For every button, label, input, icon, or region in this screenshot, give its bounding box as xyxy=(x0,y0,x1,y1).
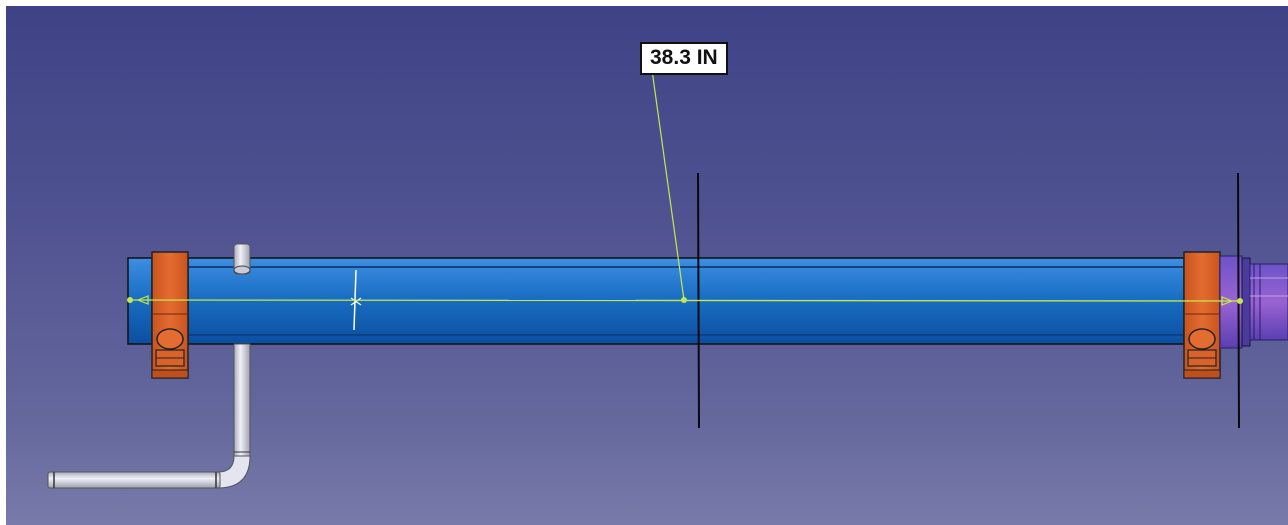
point-icon[interactable] xyxy=(681,297,687,303)
measurement-label[interactable]: 38.3 IN xyxy=(640,42,728,75)
bent-pipe[interactable] xyxy=(47,343,251,489)
pipe-stub-top[interactable] xyxy=(233,243,251,275)
point-icon[interactable] xyxy=(1237,298,1243,304)
clamp-left[interactable] xyxy=(151,251,189,379)
clamp-right[interactable] xyxy=(1183,251,1221,379)
point-icon[interactable] xyxy=(127,297,133,303)
cad-3d-viewport[interactable]: 38.3 IN xyxy=(6,6,1288,525)
cad-scene[interactable] xyxy=(6,6,1288,525)
